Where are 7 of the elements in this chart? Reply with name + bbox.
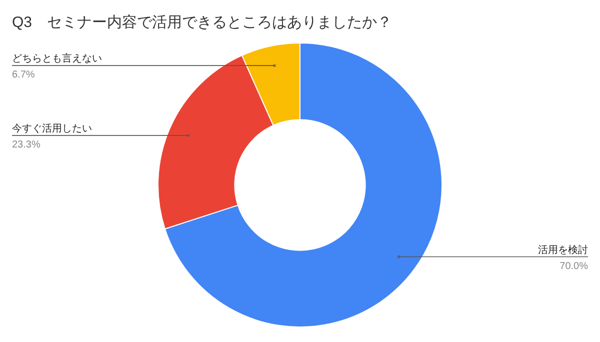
title: Q3 セミナー内容で活用できるところはありましたか？: [12, 14, 392, 31]
data-label: 70.0%: [560, 260, 588, 272]
slice-label: 活用を検討: [538, 244, 588, 256]
slice-label: 今すぐ活用したい: [12, 122, 92, 134]
data-label: 23.3%: [12, 139, 40, 150]
slice-label: どちらとも言えない: [12, 52, 102, 65]
data-label: 6.7%: [12, 70, 35, 81]
